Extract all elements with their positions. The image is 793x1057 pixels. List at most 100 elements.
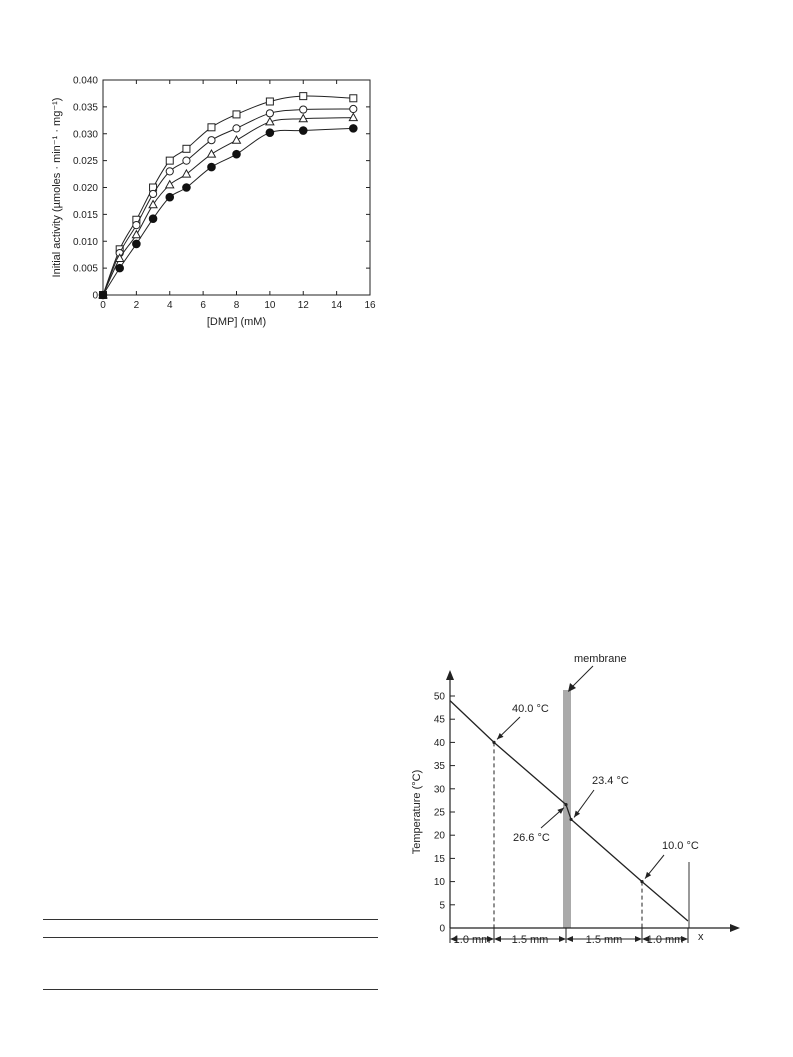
segment-label: 1.5 mm: [586, 934, 623, 946]
square-point: [207, 123, 216, 132]
y-tick-label: 0.010: [73, 237, 98, 248]
dimension-arrow: [494, 936, 501, 942]
triangle-point: [265, 116, 275, 126]
table-rule-bottom: [43, 989, 378, 990]
annotation-pointer-head: [497, 732, 504, 740]
dimension-arrow: [487, 936, 494, 942]
triangle-point: [348, 112, 359, 122]
x-axis-label: [DMP] (mM): [207, 316, 266, 328]
segment-label: 1.5 mm: [512, 934, 549, 946]
open-circle-point: [132, 221, 141, 230]
y-tick-label: 0.025: [73, 156, 98, 167]
membrane-pointer-head: [568, 683, 576, 692]
triangle-point: [231, 134, 242, 144]
temperature-annotation: 26.6 °C: [513, 832, 550, 844]
open-circle-point: [232, 124, 241, 133]
y-tick-label: 40: [434, 738, 446, 749]
x-tick-label: 4: [167, 300, 173, 311]
filled-circle-point: [298, 126, 308, 135]
y-tick-label: 0.020: [73, 183, 98, 194]
y-tick-label: 0.030: [73, 129, 98, 140]
x-tick-label: 10: [264, 300, 276, 311]
dimension-arrow: [635, 936, 642, 942]
y-tick-label: 10: [434, 877, 446, 888]
table-rule-header: [43, 937, 378, 938]
filled-circle-point: [207, 162, 216, 172]
x-tick-label: 8: [234, 300, 240, 311]
x-tick-label: 16: [364, 300, 376, 311]
filled-circle-point: [265, 128, 275, 137]
square-point: [165, 156, 174, 165]
temperature-annotation: 23.4 °C: [592, 775, 629, 787]
y-tick-label: 0.040: [73, 76, 98, 87]
y-tick-label: 50: [434, 692, 446, 703]
origin-point: [99, 291, 107, 299]
triangle-point: [148, 199, 158, 209]
square-point: [299, 92, 308, 101]
y-tick-label: 45: [434, 715, 446, 726]
y-tick-label: 30: [434, 784, 446, 795]
filled-circle-point: [148, 214, 158, 223]
annotation-pointer-head: [574, 810, 581, 818]
dimension-arrow: [559, 936, 566, 942]
triangle-point: [298, 113, 309, 123]
x-tick-label: 14: [331, 300, 343, 311]
open-circle-point: [165, 167, 174, 176]
filled-circle-point: [132, 239, 141, 249]
y-tick-label: 20: [434, 831, 446, 842]
dimension-arrow: [642, 936, 649, 942]
x-tick-label: 2: [134, 300, 140, 311]
open-circle-point: [207, 136, 216, 145]
dimension-arrow: [681, 936, 688, 942]
y-tick-label: 0: [439, 924, 445, 935]
y-axis-label: Initial activity (µmoles · min⁻¹ · mg⁻¹): [51, 98, 63, 278]
y-tick-label: 0.015: [73, 210, 98, 221]
y-tick-label: 25: [434, 808, 446, 819]
profile-point: [569, 817, 573, 822]
x-tick-label: 6: [200, 300, 206, 311]
triangle-point: [131, 229, 142, 239]
profile-point: [564, 802, 568, 807]
membrane-pointer: [570, 665, 594, 689]
filled-circle-point: [232, 149, 241, 159]
triangle-point: [164, 179, 175, 189]
temperature-annotation: 40.0 °C: [512, 703, 549, 715]
filled-circle-point: [182, 183, 191, 192]
open-circle-point: [182, 156, 191, 165]
segment-label: 1.0 mm: [647, 934, 684, 946]
y-tick-label: 0.005: [73, 264, 98, 275]
filled-circle-point: [165, 192, 175, 202]
filled-circle-point: [115, 263, 124, 273]
square-point: [232, 110, 241, 119]
square-point: [265, 97, 274, 106]
temperature-annotation: 10.0 °C: [662, 840, 699, 852]
y-tick-label: 0: [92, 291, 98, 302]
triangle-point: [181, 168, 192, 178]
y-tick-label: 35: [434, 761, 446, 772]
triangle-point: [114, 253, 125, 262]
membrane-label: membrane: [574, 653, 627, 665]
dimension-arrow: [566, 936, 573, 942]
y-tick-label: 5: [439, 900, 445, 911]
open-circle-point: [299, 105, 308, 114]
y-tick-label: 15: [434, 854, 446, 865]
x-tick-label: 0: [100, 300, 106, 311]
square-point: [182, 144, 191, 153]
table-rule-top: [43, 919, 378, 920]
x-axis-arrow: [730, 924, 740, 932]
annotation-pointer-head: [645, 871, 652, 879]
triangle-point: [206, 148, 217, 158]
y-axis-arrow: [446, 670, 454, 680]
square-point: [349, 94, 358, 103]
filled-circle-point: [349, 124, 358, 133]
dimension-arrow: [450, 936, 457, 942]
y-axis-label: Temperature (°C): [411, 770, 423, 854]
temperature-profile-line: [449, 700, 689, 922]
annotation-pointer-head: [557, 807, 564, 814]
x-tick-label: 12: [298, 300, 310, 311]
x-axis-label: x: [698, 931, 704, 943]
open-circle-point: [148, 189, 158, 199]
y-tick-label: 0.035: [73, 102, 98, 113]
